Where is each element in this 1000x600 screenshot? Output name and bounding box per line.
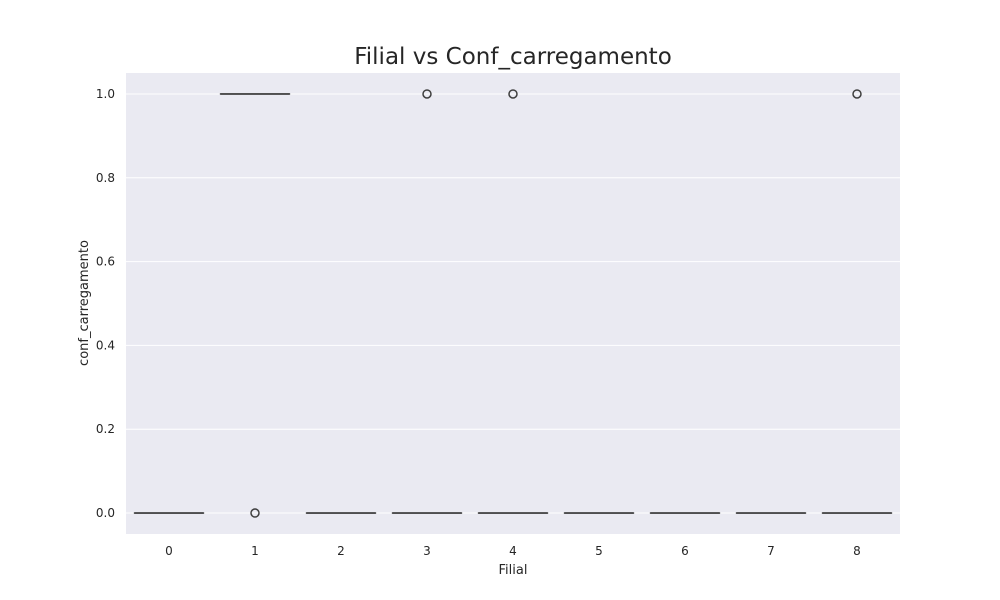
- x-tick-label: 3: [423, 544, 431, 558]
- y-tick-label: 1.0: [96, 87, 115, 101]
- x-tick-label: 0: [165, 544, 173, 558]
- y-tick-label: 0.8: [96, 171, 115, 185]
- x-tick-label: 2: [337, 544, 345, 558]
- x-tick-label: 7: [767, 544, 775, 558]
- y-tick-label: 0.2: [96, 422, 115, 436]
- boxes: [133, 89, 893, 518]
- y-tick-label: 0.6: [96, 255, 115, 269]
- x-axis-label: Filial: [499, 563, 528, 578]
- x-tick-label: 4: [509, 544, 517, 558]
- box-3: [391, 89, 463, 514]
- y-axis-label: conf_carregamento: [77, 240, 92, 366]
- x-tick-label: 1: [251, 544, 259, 558]
- chart-title: Filial vs Conf_carregamento: [354, 44, 672, 70]
- y-tick-label: 0.0: [96, 506, 115, 520]
- box-4: [477, 89, 549, 514]
- x-axis-ticks: 0 1 2 3 4 5 6 7 8: [165, 544, 861, 558]
- x-tick-label: 5: [595, 544, 603, 558]
- box-8: [821, 89, 893, 514]
- x-tick-label: 6: [681, 544, 689, 558]
- plot-area: [126, 73, 900, 534]
- outlier-point: [422, 89, 432, 99]
- outlier-point: [852, 89, 862, 99]
- outlier-point: [508, 89, 518, 99]
- box-1: [219, 93, 291, 518]
- x-tick-label: 8: [853, 544, 861, 558]
- outlier-point: [250, 508, 260, 518]
- y-axis-ticks: 0.0 0.2 0.4 0.6 0.8 1.0: [96, 87, 115, 520]
- y-tick-label: 0.4: [96, 338, 115, 352]
